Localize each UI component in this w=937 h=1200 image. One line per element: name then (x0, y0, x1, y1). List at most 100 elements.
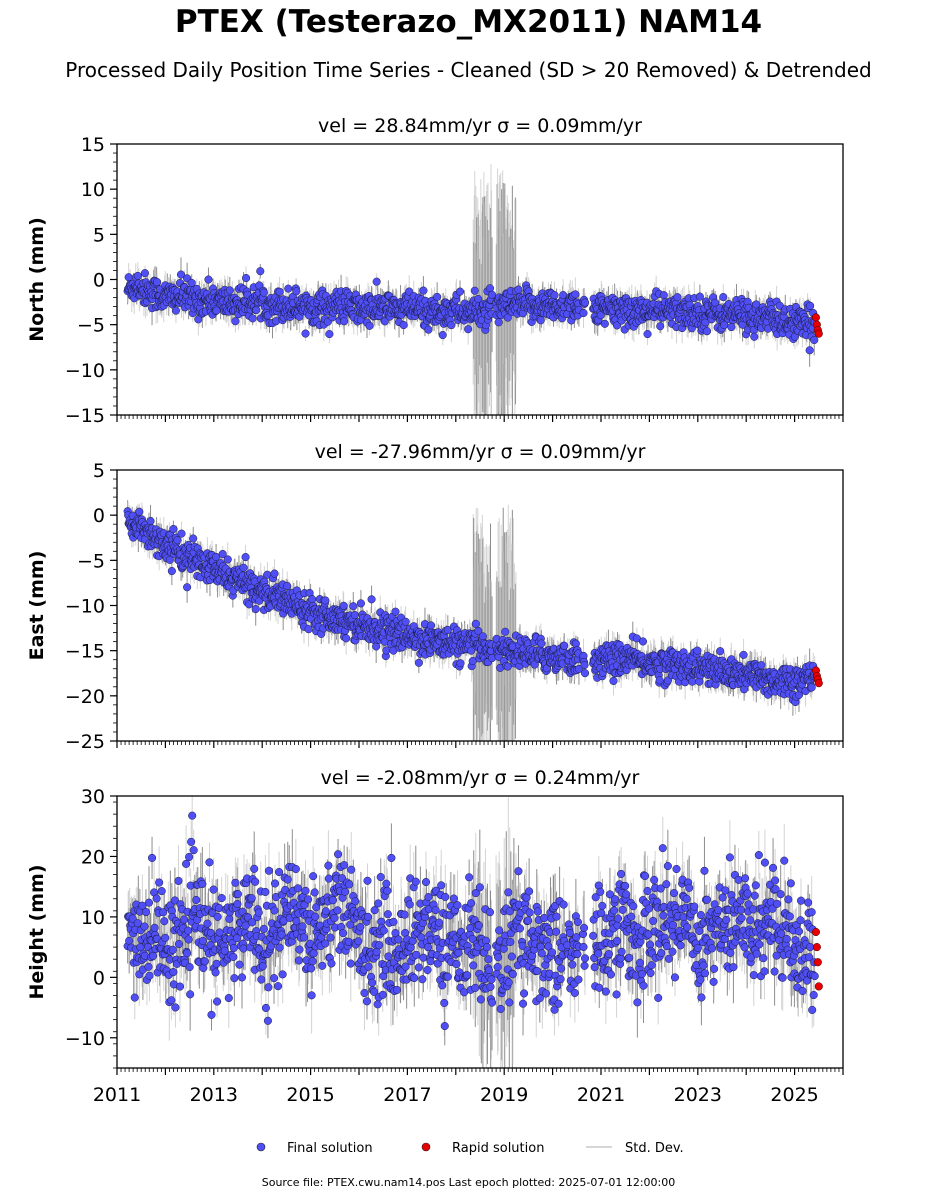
y-tick-label: 0 (93, 270, 105, 292)
final-solution-point (173, 536, 182, 545)
final-solution-point (339, 601, 348, 610)
final-solution-point (443, 625, 452, 635)
final-solution-point (487, 290, 497, 299)
final-solution-point (805, 346, 814, 355)
final-solution-point (231, 317, 240, 326)
final-solution-point (750, 332, 759, 341)
final-solution-point (433, 292, 442, 301)
panel-north: −15 −10 −5 0 5 10 15 vel = 28.84mm/yr σ = 0.09m… (26, 115, 844, 427)
final-solution-point (659, 291, 668, 300)
panel-title: vel = 28.84mm/yr σ = 0.09mm/yr (318, 115, 642, 137)
final-solution-point (596, 311, 605, 320)
final-solution-point (550, 291, 559, 300)
rapid-solution-point (814, 329, 823, 338)
final-solution-point (283, 581, 292, 591)
final-solution-point (218, 549, 227, 559)
final-solution-point (189, 534, 198, 543)
y-tick-label: 15 (81, 134, 105, 156)
final-solution-point (478, 632, 487, 641)
final-solution-point (325, 330, 334, 339)
final-solution-point (212, 552, 221, 561)
final-solution-point (501, 627, 510, 636)
final-solution-point (806, 301, 815, 310)
final-solution-point (419, 286, 428, 295)
final-solution-point (470, 286, 479, 295)
final-solution-point (245, 600, 254, 609)
final-solution-point (171, 306, 180, 315)
figure-title: PTEX (Testerazo_MX2011) NAM14 (174, 4, 763, 40)
final-solution-point (242, 273, 251, 283)
final-solution-point (255, 281, 264, 290)
panels-group: −15 −10 −5 0 5 10 15 vel = 28.84mm/yr σ = 0.09m… (26, 115, 844, 1106)
final-solution-point (467, 646, 476, 655)
final-solution-point (424, 325, 433, 334)
final-solution-point (367, 595, 376, 604)
y-tick-label: −5 (77, 315, 105, 337)
final-solution-point (372, 277, 381, 286)
final-solution-point (438, 330, 447, 340)
final-solution-point (167, 566, 176, 576)
final-solution-point (380, 317, 389, 326)
final-solution-point (212, 306, 221, 315)
final-solution-point (494, 318, 503, 327)
final-solution-point (356, 599, 365, 608)
y-axis-label: North (mm) (26, 217, 48, 342)
final-solution-point (251, 605, 260, 614)
final-solution-point (241, 553, 250, 562)
y-tick-label: −10 (65, 360, 105, 382)
final-solution-point (414, 658, 423, 667)
final-solution-point (579, 308, 588, 318)
final-solution-point (456, 659, 465, 668)
rapid-solution-point (811, 313, 820, 322)
final-solution-point (177, 529, 186, 538)
final-solution-point (775, 301, 784, 310)
final-solution-point (447, 321, 456, 330)
final-solution-point (365, 321, 374, 330)
final-solution-point (169, 524, 178, 534)
final-solution-point (301, 329, 310, 338)
y-tick-label: 10 (81, 179, 105, 201)
final-solution-point (308, 595, 317, 604)
final-solution-point (133, 271, 142, 280)
final-solution-point (702, 327, 712, 336)
final-solution-point (571, 290, 580, 299)
plot-area-east (123, 500, 823, 741)
final-solution-point (401, 617, 410, 626)
final-solution-point (256, 267, 265, 276)
final-solution-point (342, 634, 351, 643)
final-solution-point (124, 273, 133, 282)
final-solution-point (140, 269, 149, 278)
final-solution-point (304, 625, 313, 634)
final-solution-point (248, 314, 257, 323)
final-solution-point (321, 596, 330, 605)
final-solution-point (252, 305, 261, 315)
final-solution-point (426, 621, 436, 630)
final-solution-point (239, 563, 248, 572)
final-solution-point (146, 516, 155, 526)
y-tick-label: 5 (93, 224, 105, 246)
final-solution-point (514, 285, 523, 294)
plot-area-north (123, 164, 823, 415)
final-solution-point (727, 322, 736, 332)
final-solution-point (153, 278, 162, 287)
final-solution-point (270, 569, 279, 578)
final-solution-point (503, 662, 512, 671)
final-solution-point (382, 646, 391, 655)
final-solution-point (372, 642, 381, 651)
final-solution-point (183, 583, 192, 592)
final-solution-point (719, 293, 728, 302)
final-solution-point (204, 275, 213, 284)
final-solution-point (223, 555, 232, 564)
final-solution-point (292, 287, 301, 296)
final-solution-point (643, 329, 652, 339)
final-solution-point (340, 317, 349, 326)
final-solution-point (580, 298, 590, 307)
final-solution-point (176, 270, 186, 279)
final-solution-point (695, 292, 704, 301)
final-solution-point (349, 602, 358, 611)
final-solution-point (455, 287, 465, 296)
final-solution-point (464, 325, 473, 334)
final-solution-point (810, 335, 819, 345)
final-solution-point (135, 507, 144, 516)
figure-subtitle: Processed Daily Position Time Series - C… (65, 58, 872, 82)
